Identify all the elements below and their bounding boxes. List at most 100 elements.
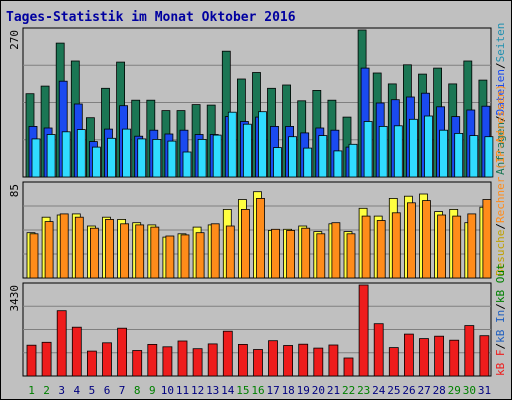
bar <box>240 208 250 279</box>
x-tick-label: 30 <box>463 384 476 397</box>
bar <box>439 129 449 178</box>
x-tick-label: 24 <box>372 384 386 397</box>
bar <box>388 347 399 377</box>
legend-entry: / <box>494 115 507 122</box>
bar <box>467 213 477 279</box>
bar <box>316 233 326 279</box>
bar <box>484 136 494 178</box>
bar <box>197 138 207 178</box>
bar <box>301 227 311 279</box>
bar <box>454 132 464 178</box>
bar <box>212 134 222 178</box>
x-tick-label: 23 <box>357 384 370 397</box>
bar <box>288 136 298 178</box>
legend-entry: / <box>494 62 507 69</box>
bar <box>469 135 479 178</box>
bar <box>137 138 147 178</box>
x-tick-label: 19 <box>297 384 310 397</box>
bar <box>273 147 282 178</box>
x-tick-label: 1 <box>28 384 35 397</box>
x-axis-labels: 1 2 3 4 5 6 7 8 9 10 11 12 13 14 15 16 17 18 19 20 21 22 23 24 2… <box>28 384 491 397</box>
legend-entry: Rechner (IP-Adressen) <box>494 84 507 223</box>
bar <box>46 134 56 178</box>
bar <box>227 111 237 178</box>
bar <box>358 284 369 377</box>
bar <box>222 330 233 377</box>
bar <box>237 343 248 377</box>
legend-entry: Dateien <box>494 69 507 115</box>
bar <box>258 111 267 178</box>
legend-line: Besuche/Rechner (IP-Adressen) <box>494 84 507 276</box>
bar <box>122 128 131 178</box>
series-rechner-ip-adressen- <box>29 197 492 279</box>
legend-entry: kB Out <box>494 263 507 303</box>
x-tick-label: 8 <box>134 384 141 397</box>
bar <box>87 350 97 377</box>
bar <box>333 150 343 178</box>
x-tick-label: 7 <box>119 384 126 397</box>
bar <box>268 340 278 377</box>
bar <box>422 200 431 279</box>
bar <box>105 218 114 279</box>
x-tick-label: 31 <box>478 384 491 397</box>
bar <box>286 229 296 279</box>
bar <box>328 344 339 377</box>
bar <box>195 232 205 279</box>
bar <box>343 357 354 377</box>
x-tick-label: 28 <box>433 384 446 397</box>
bar <box>59 213 69 279</box>
bar <box>271 228 280 279</box>
bar <box>162 346 173 377</box>
bar <box>120 223 129 279</box>
x-tick-label: 10 <box>161 384 174 397</box>
bar <box>177 340 188 377</box>
bar <box>61 131 71 178</box>
x-tick-label: 27 <box>417 384 430 397</box>
legend-entry: / <box>494 343 507 350</box>
x-tick-label: 3 <box>58 384 65 397</box>
bar <box>76 129 86 178</box>
bar <box>31 138 41 178</box>
x-tick-label: 20 <box>312 384 325 397</box>
bar <box>147 343 158 377</box>
legend-entry: / <box>494 223 507 230</box>
legend-entry: kB F <box>494 350 507 377</box>
bar <box>207 343 218 377</box>
bar <box>434 335 445 377</box>
chart-panels: 270 85 3430 <box>8 27 494 377</box>
bar <box>437 214 447 279</box>
bar <box>424 115 433 178</box>
bar <box>44 221 54 279</box>
x-tick-label: 18 <box>282 384 295 397</box>
x-tick-label: 2 <box>43 384 50 397</box>
bar <box>192 348 203 377</box>
y-max-label: 270 <box>8 30 21 50</box>
legend-line: Anfragen/Dateien/Seiten <box>494 23 507 175</box>
bar <box>180 234 190 279</box>
x-tick-label: 11 <box>176 384 189 397</box>
bar <box>225 225 235 279</box>
bar <box>165 235 175 279</box>
bar <box>283 345 294 377</box>
bar <box>92 146 101 178</box>
panel-hits: 270 <box>8 27 494 178</box>
legend-entry: / <box>494 303 507 310</box>
bar <box>253 349 263 377</box>
x-tick-label: 12 <box>191 384 204 397</box>
bar <box>373 323 384 377</box>
bar <box>393 125 403 178</box>
x-tick-label: 14 <box>221 384 235 397</box>
panel-kb: 3430 <box>8 282 492 377</box>
bar <box>102 342 112 377</box>
x-tick-label: 13 <box>206 384 219 397</box>
x-tick-label: 21 <box>327 384 340 397</box>
bar <box>378 126 388 178</box>
bar <box>29 233 39 279</box>
x-tick-label: 5 <box>89 384 96 397</box>
y-max-label: 85 <box>8 184 21 197</box>
x-tick-label: 17 <box>266 384 279 397</box>
bar <box>464 325 475 377</box>
bar <box>331 222 341 279</box>
bar <box>361 215 371 279</box>
